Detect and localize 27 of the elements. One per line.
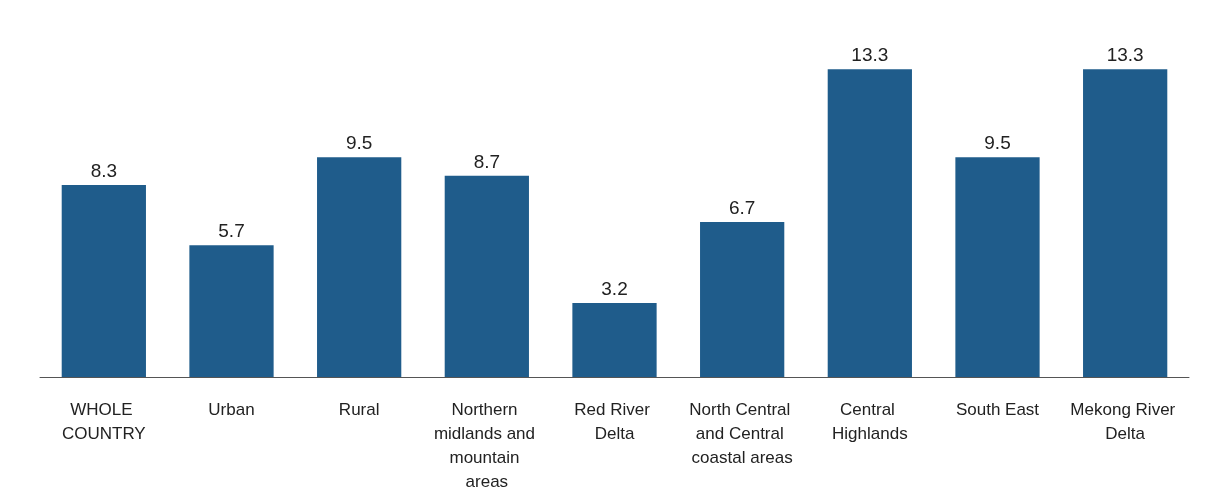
bar xyxy=(1083,69,1168,377)
x-tick-label: North Central and Central coastal areas xyxy=(689,399,796,467)
bar xyxy=(572,302,657,377)
bar xyxy=(827,69,912,377)
data-label: 6.7 xyxy=(728,197,756,219)
x-tick-label: WHOLE COUNTRY xyxy=(61,399,146,443)
x-tick-label: Mekong River Delta xyxy=(1070,399,1180,443)
x-tick-label: Urban xyxy=(208,399,255,419)
x-tick-label: Rural xyxy=(338,399,380,419)
data-label: 8.3 xyxy=(90,159,118,181)
bar xyxy=(317,157,402,377)
data-label: 5.7 xyxy=(218,220,245,242)
data-label: 3.2 xyxy=(601,277,628,299)
bar xyxy=(955,157,1040,377)
data-label: 13.3 xyxy=(851,44,889,66)
data-label: 9.5 xyxy=(984,132,1011,154)
bar xyxy=(189,245,274,377)
x-tick-label: Red River Delta xyxy=(574,399,655,443)
data-label: 13.3 xyxy=(1106,44,1144,66)
x-tick-label: Northern midlands and mountain areas xyxy=(433,399,540,491)
bar xyxy=(444,175,529,377)
x-tick-label: Central Highlands xyxy=(832,399,908,443)
x-tick-label: South East xyxy=(955,399,1040,419)
data-label: 8.7 xyxy=(473,150,501,172)
bar xyxy=(61,184,146,377)
bar xyxy=(700,222,785,377)
data-label: 9.5 xyxy=(345,132,373,154)
